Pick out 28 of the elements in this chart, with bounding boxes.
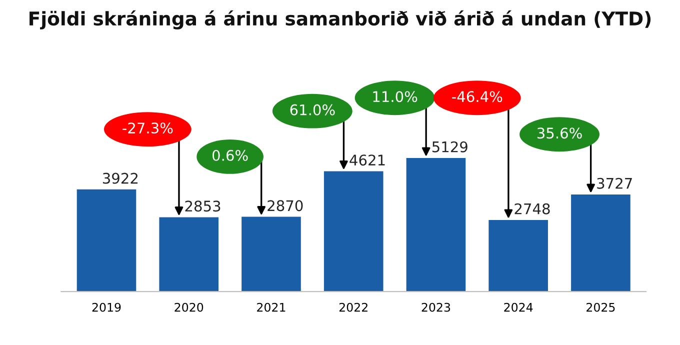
data-label: 4621 — [350, 154, 385, 166]
data-label: 3727 — [597, 178, 632, 189]
x-tick-label: 2023 — [422, 302, 450, 312]
x-tick-label: 2024 — [504, 302, 533, 312]
text: 35.6% — [537, 128, 582, 139]
bar — [488, 220, 548, 292]
data-label: 2748 — [514, 203, 550, 214]
bar — [406, 158, 466, 292]
x-tick-label: 2022 — [339, 302, 368, 312]
x-tick-label: 2020 — [174, 302, 204, 312]
bar — [324, 171, 384, 292]
data-label: 2870 — [268, 200, 303, 212]
bar — [571, 194, 630, 292]
x-tick-label: 2025 — [586, 302, 615, 312]
text: 61.0% — [290, 104, 335, 116]
data-label: 3922 — [102, 172, 138, 184]
annotation: 0.6% — [212, 150, 248, 161]
text: -27.3% — [122, 122, 173, 134]
data-label: 2853 — [185, 200, 220, 212]
text: 11.0% — [373, 91, 418, 102]
chart-title: Fjöldi skráninga á árinu samanborið við árið á undan (YTD) — [30, 10, 651, 30]
text: -46.4% — [452, 91, 502, 102]
x-tick-label: 2021 — [257, 302, 286, 312]
data-label: 5129 — [432, 141, 468, 152]
x-tick-label: 2019 — [92, 302, 121, 312]
bar — [242, 216, 301, 292]
bar — [76, 189, 136, 292]
bar — [159, 217, 219, 292]
